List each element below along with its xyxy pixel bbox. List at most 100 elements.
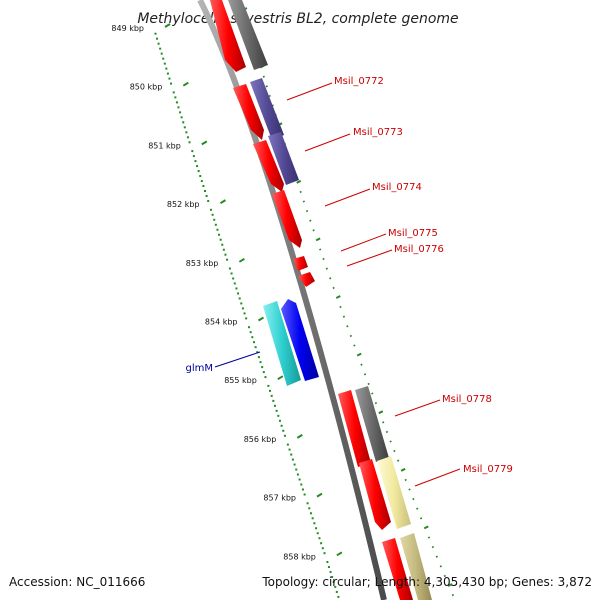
scale-dot bbox=[306, 502, 309, 505]
scale-tick bbox=[219, 199, 227, 204]
map-title: Methylocella silvestris BL2, complete ge… bbox=[137, 11, 458, 27]
gene-label-msil-0775[interactable]: Msil_0775 bbox=[388, 228, 438, 239]
scale-dot bbox=[245, 317, 248, 320]
scale-dot bbox=[216, 228, 219, 231]
scale-dot bbox=[254, 346, 257, 349]
scale-dot bbox=[256, 351, 259, 354]
scale-dot bbox=[291, 458, 294, 461]
accession-text: Accession: NC_011666 bbox=[9, 575, 145, 589]
outer-minor-tick bbox=[262, 75, 265, 78]
leader-glmm bbox=[214, 351, 261, 368]
gene-label-msil-0776[interactable]: Msil_0776 bbox=[394, 244, 444, 255]
scale-dot bbox=[180, 116, 183, 119]
leader-msil-0772 bbox=[286, 82, 333, 101]
outer-minor-tick bbox=[312, 229, 315, 232]
scale-dot bbox=[334, 585, 337, 588]
scale-dot bbox=[316, 532, 319, 535]
scale-dot bbox=[278, 419, 281, 422]
scale-dot bbox=[177, 106, 180, 109]
scale-dot bbox=[185, 131, 188, 134]
scale-dot bbox=[160, 52, 163, 55]
gene-label-msil-0779[interactable]: Msil_0779 bbox=[463, 464, 513, 475]
leader-msil-0775 bbox=[340, 233, 387, 252]
outer-minor-tick bbox=[268, 94, 271, 98]
scale-dot bbox=[272, 399, 275, 402]
cds-feature-msil-0776 bbox=[298, 272, 315, 287]
leader-msil-0779 bbox=[414, 468, 461, 487]
gene-label-msil-0778[interactable]: Msil_0778 bbox=[442, 394, 492, 405]
scale-dot bbox=[238, 297, 241, 300]
scale-dot bbox=[269, 389, 272, 392]
scale-dot bbox=[226, 258, 229, 261]
gene-label-msil-0774[interactable]: Msil_0774 bbox=[372, 182, 422, 193]
outer-minor-tick bbox=[353, 344, 356, 347]
scale-dot bbox=[286, 443, 289, 446]
cds-feature-msil-0779 bbox=[359, 459, 391, 530]
scale-dot bbox=[282, 429, 285, 432]
gene-labels: Msil_0772 Msil_0773 Msil_0774 Msil_0775 … bbox=[186, 76, 513, 475]
scale-dot bbox=[188, 141, 191, 144]
scale-dot bbox=[170, 82, 173, 85]
outer-minor-tick bbox=[346, 325, 349, 328]
gene-label-msil-0772[interactable]: Msil_0772 bbox=[334, 76, 384, 87]
scale-dot bbox=[230, 272, 233, 275]
scale-dot bbox=[191, 150, 194, 153]
scale-dot bbox=[264, 376, 267, 379]
scale-tick bbox=[164, 23, 171, 28]
kbp-label: 855 kbp bbox=[224, 376, 257, 385]
outer-minor-tick bbox=[404, 478, 407, 482]
outer-major-tick bbox=[356, 352, 362, 357]
cds-feature-msil-0774 bbox=[272, 190, 302, 248]
outer-major-tick bbox=[335, 295, 341, 299]
scale-dot bbox=[207, 199, 210, 202]
scale-dot bbox=[288, 448, 291, 451]
gene-feature-glmm bbox=[281, 299, 319, 381]
scale-dot bbox=[210, 208, 213, 211]
scale-dot bbox=[165, 67, 168, 70]
scale-dot bbox=[313, 522, 316, 525]
scale-dot bbox=[204, 190, 207, 193]
scale-dot bbox=[301, 488, 304, 491]
leader-msil-0778 bbox=[394, 399, 441, 417]
kbp-label: 853 kbp bbox=[186, 259, 219, 268]
scale-dot bbox=[295, 468, 298, 471]
outer-tick-ring bbox=[242, 7, 455, 597]
scale-dot bbox=[213, 218, 216, 221]
scale-dot bbox=[300, 483, 303, 486]
scale-dot bbox=[329, 570, 332, 573]
scale-dot bbox=[298, 478, 301, 481]
leader-msil-0773 bbox=[304, 133, 351, 152]
scale-dot bbox=[183, 126, 186, 129]
scale-dot bbox=[205, 195, 208, 198]
outer-major-tick bbox=[378, 410, 384, 415]
scale-dot bbox=[241, 307, 244, 310]
scale-tick bbox=[201, 140, 208, 146]
outer-major-tick bbox=[447, 583, 453, 587]
gene-feature bbox=[228, 0, 268, 70]
scale-dot bbox=[309, 512, 312, 515]
scale-dot bbox=[337, 595, 340, 598]
outer-minor-tick bbox=[305, 209, 309, 213]
outer-minor-tick bbox=[382, 421, 385, 424]
scale-dot bbox=[233, 282, 236, 285]
cds-feature-msil-0773 bbox=[253, 140, 284, 192]
kbp-scale: 849 kbp 850 kbp 851 kbp 852 kbp 853 kbp 854 k… bbox=[111, 23, 343, 598]
cds-feature bbox=[210, 0, 246, 72]
scale-dot bbox=[228, 267, 231, 270]
scale-dot bbox=[320, 542, 323, 545]
gene-label-msil-0773[interactable]: Msil_0773 bbox=[353, 127, 403, 138]
kbp-label: 849 kbp bbox=[111, 24, 144, 33]
gene-label-glmm[interactable]: glmM bbox=[186, 363, 214, 374]
scale-dot bbox=[222, 248, 225, 251]
scale-tick bbox=[257, 316, 265, 322]
outer-minor-tick bbox=[374, 401, 378, 405]
scale-tick bbox=[238, 257, 245, 263]
outer-minor-tick bbox=[265, 85, 268, 88]
gene-feature-msil-0778 bbox=[355, 386, 389, 462]
outer-minor-tick bbox=[416, 507, 419, 510]
scale-dot bbox=[321, 547, 324, 550]
scale-dot bbox=[214, 223, 217, 226]
scale-dot bbox=[224, 253, 227, 256]
scale-dot bbox=[273, 404, 276, 407]
cds-feature bbox=[382, 538, 413, 600]
